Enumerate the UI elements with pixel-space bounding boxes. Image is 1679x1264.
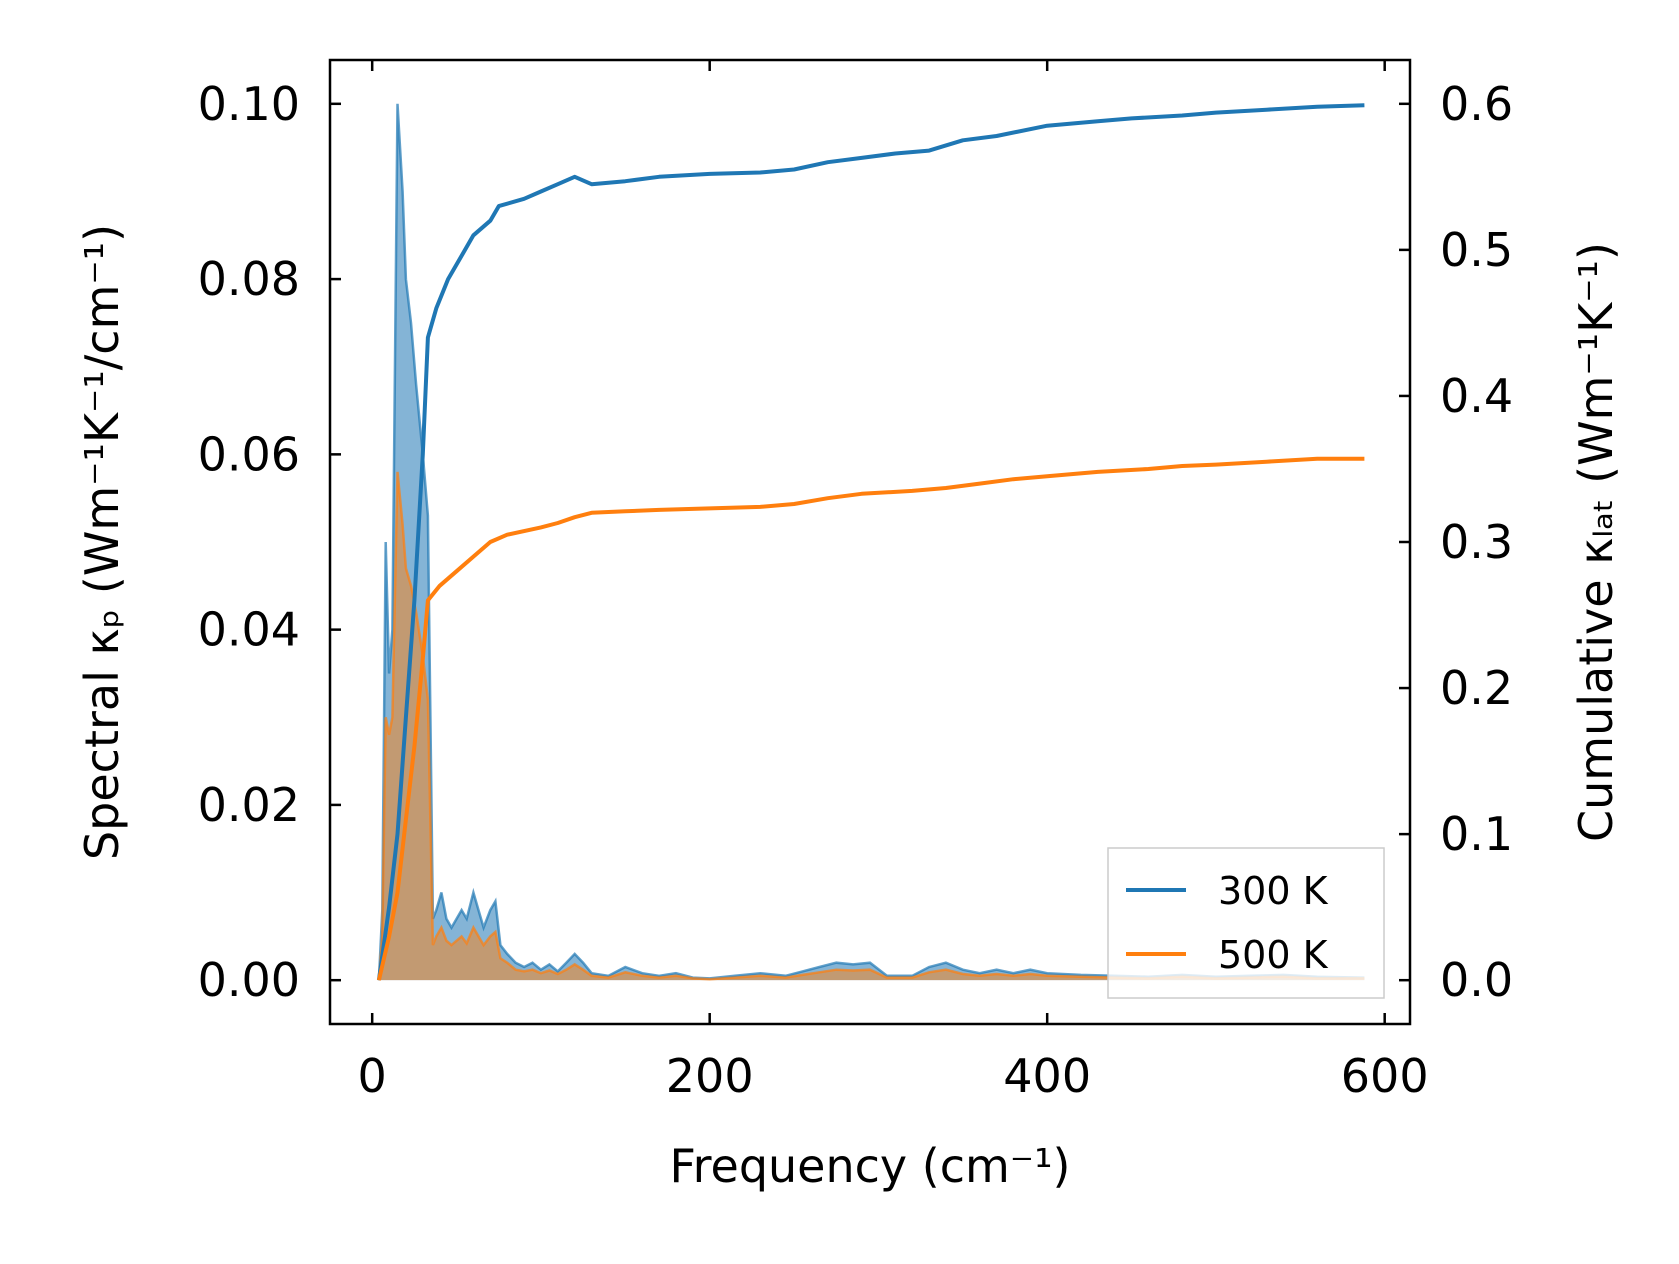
spectral-line-300k <box>377 103 1365 981</box>
left-y-tick-label: 0.08 <box>198 252 300 306</box>
right-y-tick-label: 0.1 <box>1440 807 1513 861</box>
legend-box <box>1107 847 1385 999</box>
spectral-line-500k <box>377 471 1365 981</box>
x-tick-label: 0 <box>358 1049 387 1103</box>
right-y-tick-label: 0.3 <box>1440 515 1513 569</box>
x-tick-label: 400 <box>1003 1049 1091 1103</box>
x-tick-label: 600 <box>1341 1049 1429 1103</box>
x-tick-label: 200 <box>666 1049 754 1103</box>
right-y-tick-label: 0.0 <box>1440 953 1513 1007</box>
left-y-tick-label: 0.06 <box>198 427 300 481</box>
tick-layer: 0 200 400 600 0.00 0.02 0.04 0.06 0.08 0.10 0.0 0.1… <box>198 60 1513 1103</box>
left-y-tick-label: 0.10 <box>198 77 300 131</box>
left-y-tick-label: 0.02 <box>198 778 300 832</box>
x-axis-label: Frequency (cm⁻¹) <box>670 1139 1071 1193</box>
legend: 300 K 500 K <box>1107 847 1385 999</box>
right-y-axis-label: Cumulative κₗₐₜ (Wm⁻¹K⁻¹) <box>1569 242 1623 842</box>
cumulative-line-500k <box>376 456 1365 981</box>
right-y-tick-label: 0.2 <box>1440 661 1513 715</box>
legend-label-300k: 300 K <box>1218 869 1329 913</box>
right-y-tick-label: 0.5 <box>1440 223 1513 277</box>
left-y-axis-label: Spectral κₚ (Wm⁻¹K⁻¹/cm⁻¹) <box>75 224 129 860</box>
left-y-tick-label: 0.00 <box>198 953 300 1007</box>
spectral-line-layer <box>377 103 1365 981</box>
cumulative-line-layer <box>376 103 1365 981</box>
right-y-tick-label: 0.6 <box>1440 77 1513 131</box>
right-y-tick-label: 0.4 <box>1440 369 1513 423</box>
legend-label-500k: 500 K <box>1218 933 1329 977</box>
left-y-tick-label: 0.04 <box>198 603 300 657</box>
cumulative-line-300k <box>376 103 1365 981</box>
